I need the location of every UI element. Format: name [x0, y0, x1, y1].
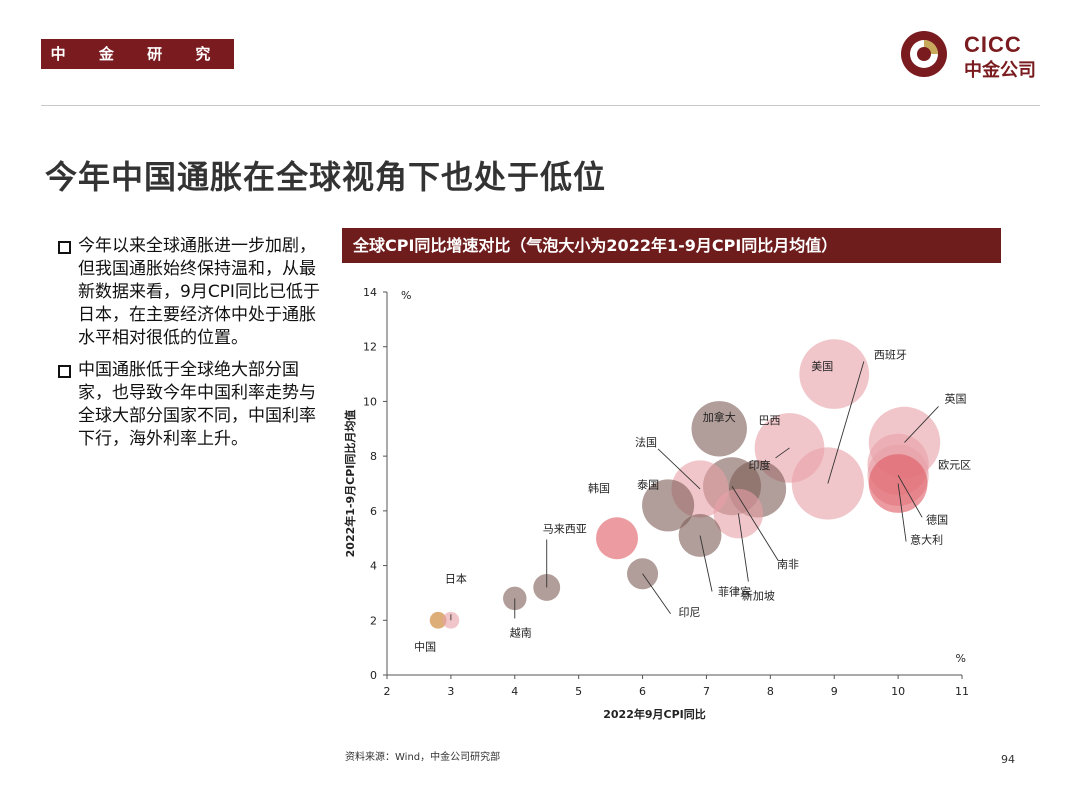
y-tick-label: 6 — [370, 505, 377, 518]
y-tick-label: 10 — [363, 395, 377, 408]
leader-line — [827, 361, 865, 484]
y-tick-label: 14 — [363, 286, 377, 299]
source-note: 资料来源：Wind，中金公司研究部 — [345, 752, 501, 763]
bubble-印尼 — [627, 558, 659, 590]
label-新加坡: 新加坡 — [742, 589, 775, 603]
x-tick-label: 2 — [384, 685, 391, 698]
label-巴西: 巴西 — [759, 414, 781, 427]
leader-line — [731, 485, 779, 561]
logo-text-en: CICC — [964, 32, 1022, 57]
bullet-text: 今年以来全球通胀进一步加剧，但我国通胀始终保持温和，从最新数据来看，9月CPI同… — [78, 236, 320, 348]
label-西班牙: 西班牙 — [874, 349, 907, 362]
bubble-美国 — [799, 339, 870, 409]
y-tick-label: 2 — [370, 614, 377, 627]
x-tick-label: 8 — [767, 685, 774, 698]
label-意大利: 意大利 — [910, 533, 943, 547]
label-菲律宾: 菲律宾 — [718, 584, 751, 598]
label-法国: 法国 — [635, 435, 657, 449]
bubble-加拿大 — [691, 401, 747, 457]
x-tick-label: 4 — [511, 685, 518, 698]
label-加拿大: 加拿大 — [703, 410, 736, 424]
leader-line — [897, 483, 907, 542]
leader-line — [775, 447, 790, 459]
bubble-菲律宾 — [678, 514, 722, 557]
x-tick-label: 5 — [575, 685, 582, 698]
y-axis-title: 2022年1-9月CPI同比月均值 — [343, 410, 357, 558]
leader-line — [657, 448, 701, 490]
page-title: 今年中国通胀在全球视角下也处于低位 — [45, 158, 607, 196]
bullet-item: 中国通胀低于全球绝大部分国家，也导致今年中国利率走势与全球大部分国家不同，中国利… — [58, 359, 328, 451]
bubble-中国 — [429, 611, 447, 629]
bullet-list: 今年以来全球通胀进一步加剧，但我国通胀始终保持温和，从最新数据来看，9月CPI同… — [58, 235, 328, 460]
logo-text-cn: 中金公司 — [964, 60, 1036, 81]
x-tick-label: 9 — [831, 685, 838, 698]
x-unit-label: % — [956, 652, 966, 665]
x-tick-label: 3 — [447, 685, 454, 698]
department-badge: 中 金 研 究 部 — [41, 39, 234, 93]
leader-line — [904, 406, 939, 443]
x-tick-label: 7 — [703, 685, 710, 698]
label-印尼: 印尼 — [679, 606, 701, 619]
bullet-item: 今年以来全球通胀进一步加剧，但我国通胀始终保持温和，从最新数据来看，9月CPI同… — [58, 235, 328, 350]
label-印度: 印度 — [749, 458, 771, 472]
label-越南: 越南 — [510, 625, 532, 639]
label-南非: 南非 — [777, 558, 799, 571]
header-divider — [41, 105, 1040, 106]
bubble-韩国 — [596, 517, 638, 560]
label-美国: 美国 — [811, 360, 833, 373]
square-bullet-icon — [58, 241, 71, 254]
label-日本: 日本 — [445, 571, 467, 585]
bubble-泰国 — [642, 479, 695, 532]
leader-line — [737, 513, 749, 582]
x-tick-label: 10 — [891, 685, 905, 698]
label-韩国: 韩国 — [588, 481, 610, 495]
chart-title-bar: 全球CPI同比增速对比（气泡大小为2022年1-9月CPI同比月均值） — [342, 228, 1001, 263]
y-tick-label: 0 — [370, 669, 377, 682]
label-中国: 中国 — [414, 640, 436, 653]
label-欧元区: 欧元区 — [938, 458, 971, 471]
x-tick-label: 6 — [639, 685, 646, 698]
leader-line — [699, 535, 713, 592]
x-axis-title: 2022年9月CPI同比 — [603, 707, 706, 721]
leader-line — [897, 475, 923, 518]
y-unit-label: % — [401, 289, 411, 302]
bullet-text: 中国通胀低于全球绝大部分国家，也导致今年中国利率走势与全球大部分国家不同，中国利… — [78, 360, 316, 449]
square-bullet-icon — [58, 365, 71, 378]
cicc-logo-icon — [901, 31, 947, 77]
chart-bubbles — [429, 339, 941, 629]
page-number: 94 — [1001, 753, 1015, 766]
y-tick-label: 4 — [370, 560, 377, 573]
y-tick-label: 12 — [363, 341, 377, 354]
company-logo: CICC 中金公司 — [900, 28, 1045, 84]
leader-line — [642, 573, 671, 615]
label-德国: 德国 — [926, 512, 948, 526]
label-马来西亚: 马来西亚 — [543, 522, 587, 535]
label-泰国: 泰国 — [637, 477, 659, 491]
y-tick-label: 8 — [370, 450, 377, 463]
label-英国: 英国 — [945, 391, 967, 405]
x-tick-label: 11 — [955, 685, 969, 698]
